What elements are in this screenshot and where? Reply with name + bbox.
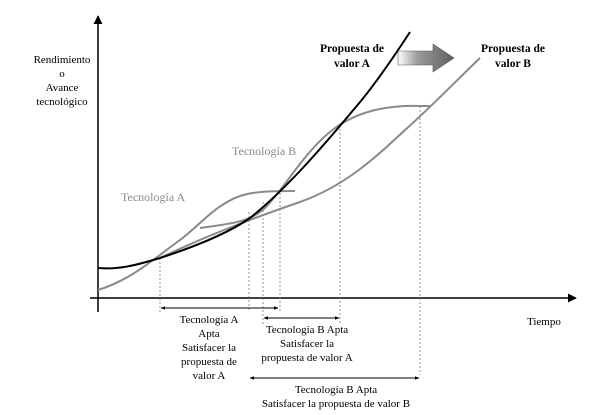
svg-text:Satisfacer la propuesta de val: Satisfacer la propuesta de valor B [262,398,410,410]
svg-text:propuesta de: propuesta de [181,356,237,368]
svg-text:Tecnología A: Tecnología A [180,314,239,326]
svg-text:Satisfacer la: Satisfacer la [182,342,236,354]
svg-text:tecnológico: tecnológico [36,96,88,108]
tech-a-apt-label: Tecnología A Apta Satisfacer la propuest… [180,314,239,382]
tech-b-curve [199,104,430,229]
value-b-curve [159,57,481,259]
tech-a-curve [97,190,296,291]
svg-text:o: o [59,68,65,80]
svg-text:Tecnología B Apta: Tecnología B Apta [295,384,377,396]
svg-text:Propuesta de: Propuesta de [320,43,384,55]
tech-b-label: Tecnología B [232,144,296,158]
svg-text:valor B: valor B [495,58,531,70]
svg-text:Satisfacer la: Satisfacer la [280,338,334,350]
tech-b-apt-a-label: Tecnología B Apta Satisfacer la propuest… [261,324,352,364]
value-a-label: Propuesta de valor A [320,43,384,70]
svg-text:Apta: Apta [198,328,220,340]
svg-text:propuesta de valor A: propuesta de valor A [261,352,352,364]
svg-text:Tecnología B Apta: Tecnología B Apta [266,324,348,336]
tech-a-label: Tecnología A [121,190,185,204]
guide-lines [159,106,421,375]
value-b-label: Propuesta de valor B [481,43,545,70]
svg-text:Propuesta de: Propuesta de [481,43,545,55]
svg-text:valor A: valor A [334,58,371,70]
transition-arrow-icon [397,43,455,73]
svg-text:Rendimiento: Rendimiento [34,54,91,66]
value-a-curve [97,31,411,270]
svg-text:Avance: Avance [46,82,79,94]
y-axis-label: Rendimiento o Avance tecnológico [34,54,91,108]
x-axis-label: Tiempo [527,316,561,328]
svg-text:valor A: valor A [193,370,226,382]
tech-b-apt-b-label: Tecnología B Apta Satisfacer la propuest… [262,384,410,410]
